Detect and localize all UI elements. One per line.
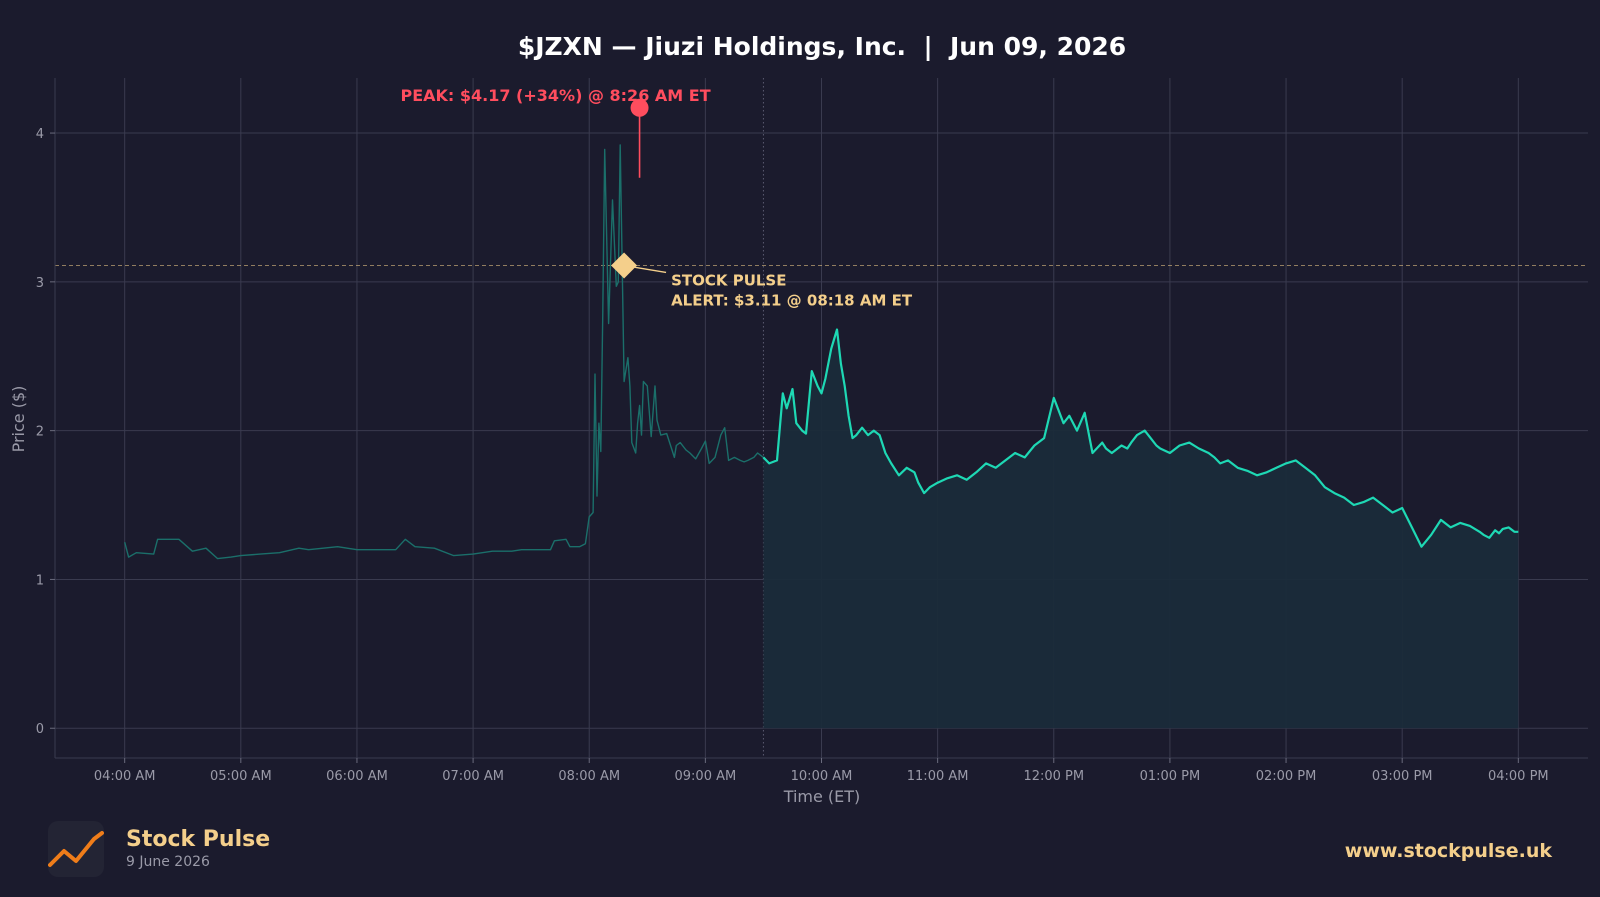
y-tick-label: 4 [36,127,44,142]
grid [55,78,1588,758]
x-tick-label: 03:00 PM [1372,769,1433,784]
y-tick-label: 0 [36,722,44,737]
annotations: PEAK: $4.17 (+34%) @ 8:26 AM ET STOCK PUL… [400,86,912,309]
premarket-line [124,144,764,560]
brand-block: Stock Pulse 9 June 2026 [48,821,270,877]
x-tick-label: 08:00 AM [558,769,620,784]
x-tick-label: 02:00 PM [1256,769,1317,784]
regular-session-line [762,328,1519,548]
y-tick-label: 2 [36,425,44,440]
peak-marker [630,98,649,117]
peak-label: PEAK: $4.17 (+34%) @ 8:26 AM ET [400,86,710,105]
brand-date: 9 June 2026 [126,854,210,870]
x-axis-label: Time (ET) [783,787,861,806]
lines-layer [124,144,1519,560]
x-tick-label: 05:00 AM [210,769,272,784]
trend-line-icon [48,821,104,877]
chart-title: $JZXN — Jiuzi Holdings, Inc. | Jun 09, 2… [518,32,1126,61]
area-layer [763,329,1519,729]
x-tick-label: 04:00 AM [94,769,156,784]
x-tick-label: 09:00 AM [675,769,737,784]
x-tick-label: 07:00 AM [442,769,504,784]
brand-name: Stock Pulse [126,827,271,852]
alert-label-detail: ALERT: $3.11 @ 08:18 AM ET [671,291,913,309]
x-tick-label: 04:00 PM [1488,769,1549,784]
regular-session-area [763,329,1519,729]
axes: 04:00 AM 05:00 AM 06:00 AM 07:00 AM 08:00 AM… [36,78,1588,784]
alert-marker [611,252,638,279]
x-tick-label: 12:00 PM [1023,769,1084,784]
y-axis-label: Price ($) [9,386,28,453]
alert-label-title: STOCK PULSE [671,271,786,289]
x-tick-label: 11:00 AM [907,769,969,784]
website-link[interactable]: www.stockpulse.uk [1344,840,1552,862]
x-tick-label: 10:00 AM [791,769,853,784]
y-tick-label: 3 [36,276,44,291]
x-tick-label: 06:00 AM [326,769,388,784]
y-tick-label: 1 [36,573,44,588]
x-tick-label: 01:00 PM [1140,769,1201,784]
